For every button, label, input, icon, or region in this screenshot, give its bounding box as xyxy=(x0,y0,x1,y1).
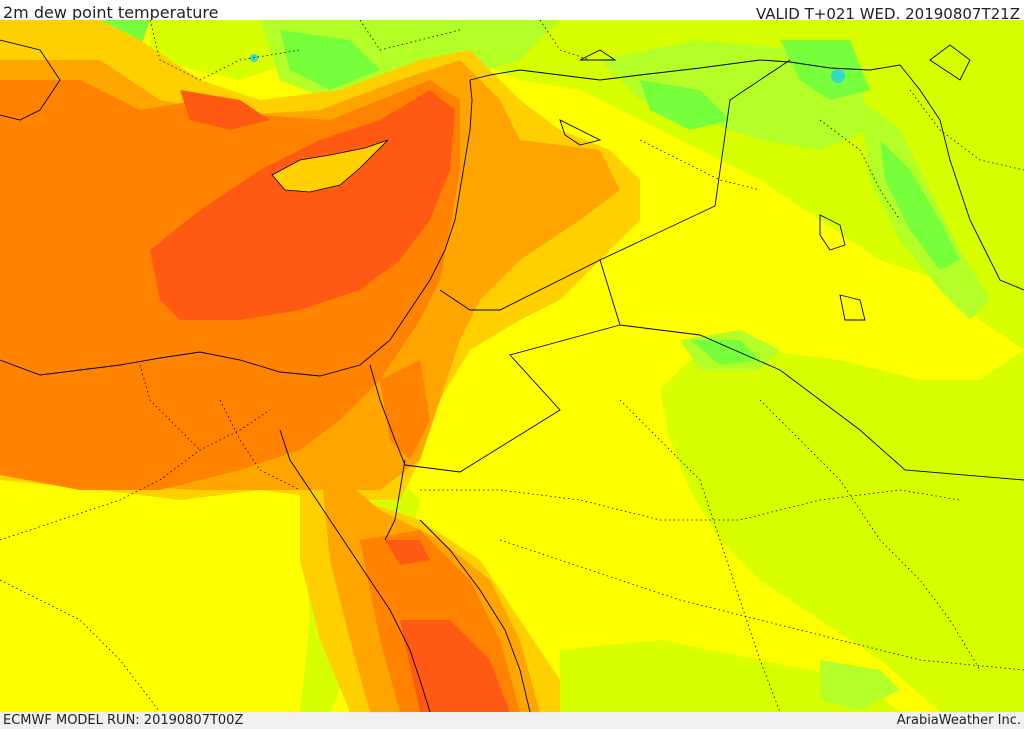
field-green-2 xyxy=(280,30,380,90)
field-yellow-green-east xyxy=(660,350,1024,712)
valid-time: VALID T+021 WED. 20190807T21Z xyxy=(755,5,1020,23)
map-canvas xyxy=(0,20,1024,712)
field-green-5 xyxy=(880,140,960,270)
dew-point-map[interactable] xyxy=(0,20,1024,712)
field-dark-orange-2 xyxy=(180,90,270,130)
field-dark-orange-redsea xyxy=(400,620,510,712)
admin-borders xyxy=(0,20,1024,712)
map-title: 2m dew point temperature xyxy=(3,3,219,22)
field-green-4 xyxy=(780,40,870,100)
field-orange-sinai xyxy=(380,360,430,460)
header-bar: 2m dew point temperature VALID T+021 WED… xyxy=(0,0,1024,23)
cyprus-island xyxy=(271,139,389,193)
coastlines xyxy=(0,39,1024,712)
field-dark-orange-aqaba xyxy=(385,540,430,565)
field-green-6 xyxy=(690,340,760,365)
credit-label: ArabiaWeather Inc. xyxy=(896,713,1021,728)
field-green-3 xyxy=(640,80,730,130)
field-cyan-1 xyxy=(831,69,845,83)
field-light-green-sw xyxy=(820,660,900,710)
model-run-label: ECMWF MODEL RUN: 20190807T00Z xyxy=(3,713,244,728)
field-yellow-green-south xyxy=(560,640,900,712)
footer-bar: ECMWF MODEL RUN: 20190807T00Z ArabiaWeat… xyxy=(0,712,1024,729)
country-borders xyxy=(369,59,1024,481)
